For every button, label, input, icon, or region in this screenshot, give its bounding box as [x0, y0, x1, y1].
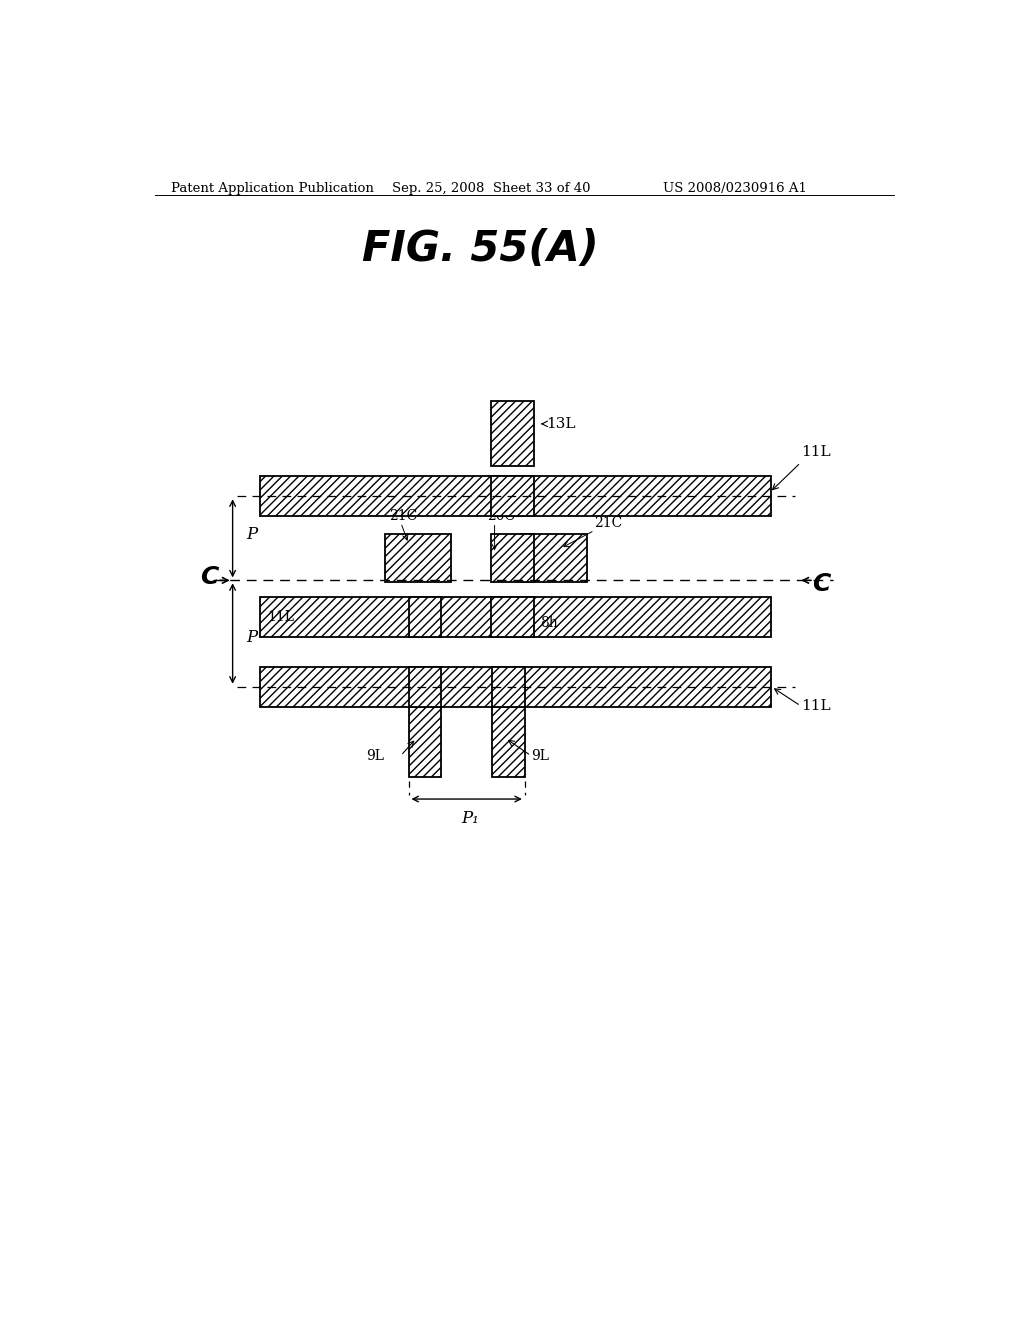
Bar — [490, 477, 535, 516]
Text: 13L: 13L — [546, 417, 575, 430]
Text: P: P — [247, 628, 258, 645]
Bar — [493, 667, 524, 706]
Bar — [409, 706, 441, 776]
Bar — [521, 535, 587, 582]
Text: 9L: 9L — [366, 748, 384, 763]
Text: 11L: 11L — [801, 698, 830, 713]
Text: 21C: 21C — [595, 516, 623, 531]
Bar — [409, 667, 441, 706]
Text: 21C: 21C — [389, 508, 418, 523]
Bar — [260, 598, 771, 638]
Text: Patent Application Publication: Patent Application Publication — [171, 182, 374, 194]
Text: 11L: 11L — [267, 610, 295, 624]
Bar — [493, 598, 524, 638]
Text: 8h: 8h — [541, 616, 558, 631]
Text: P: P — [247, 527, 258, 543]
Bar — [260, 667, 771, 706]
Text: 11L: 11L — [801, 445, 830, 459]
Text: 20C: 20C — [486, 508, 515, 523]
Text: C: C — [812, 572, 830, 597]
Bar — [493, 706, 524, 776]
Text: 9L: 9L — [531, 748, 549, 763]
Bar — [260, 477, 771, 516]
Bar — [490, 401, 535, 466]
Text: Sep. 25, 2008  Sheet 33 of 40: Sep. 25, 2008 Sheet 33 of 40 — [391, 182, 590, 194]
Text: US 2008/0230916 A1: US 2008/0230916 A1 — [663, 182, 807, 194]
Bar — [409, 598, 441, 638]
Bar — [490, 535, 535, 582]
Bar — [490, 598, 535, 638]
Bar — [385, 535, 452, 582]
Text: FIG. 55(A): FIG. 55(A) — [362, 227, 599, 269]
Text: P₁: P₁ — [462, 810, 479, 826]
Text: C: C — [200, 565, 218, 589]
